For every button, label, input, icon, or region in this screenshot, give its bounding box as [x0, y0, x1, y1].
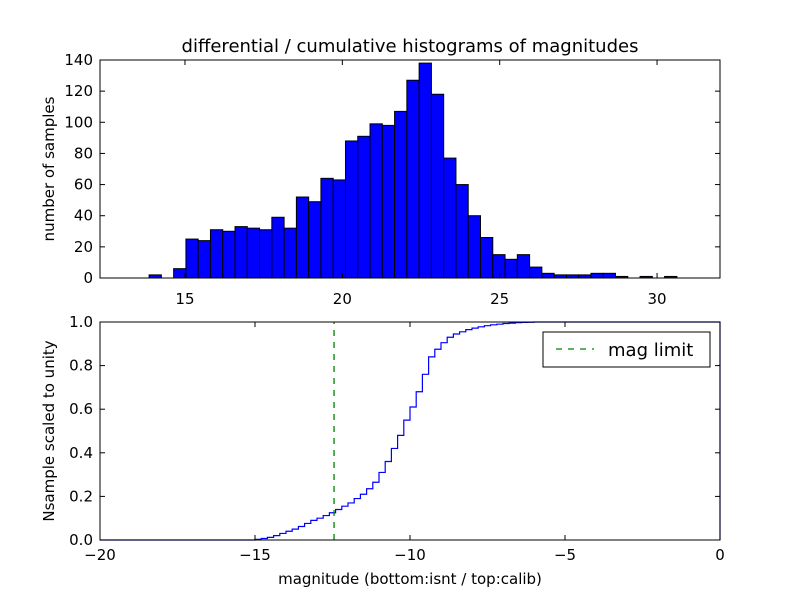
histogram-bar [430, 93, 445, 279]
histogram-x-tick-label: 15 [175, 290, 194, 308]
histogram-bar [259, 229, 273, 279]
histogram-y-tick-label: 0 [83, 269, 93, 287]
histogram-y-tick-label: 120 [64, 82, 93, 100]
histogram-bar [271, 216, 285, 279]
histogram-bar [234, 226, 248, 279]
histogram-bar [406, 79, 420, 279]
cumulative-lines [100, 321, 721, 541]
histogram-bar [173, 268, 187, 279]
histogram-y-tick-label: 60 [74, 176, 93, 194]
histogram-bar [492, 254, 506, 279]
histogram-x-tick-label: 30 [648, 290, 667, 308]
histogram-bar [467, 215, 481, 279]
cumulative-x-tick-label: −15 [239, 546, 271, 564]
cumulative-step-line [100, 321, 721, 541]
histogram-y-tick-label: 100 [64, 113, 93, 131]
histogram-bar [332, 179, 346, 279]
cumulative-x-tick-label: −20 [84, 546, 116, 564]
cumulative-x-tick-label: −10 [394, 546, 426, 564]
histogram-bar [394, 110, 408, 279]
cumulative-x-tick-label: −5 [554, 546, 576, 564]
histogram-ylabel: number of samples [40, 96, 58, 241]
histogram-y-tick-label: 140 [64, 51, 93, 69]
histogram-frame [99, 59, 721, 279]
cumulative-y-tick-label: 0.6 [69, 400, 93, 418]
cumulative-y-tick-label: 0.8 [69, 357, 93, 375]
histogram-y-ticks: 0 20 40 60 80 100 120 140 [64, 51, 720, 287]
cumulative-ylabel: Nsample scaled to unity [40, 340, 58, 521]
histogram-bar [357, 135, 371, 279]
histogram-bars [148, 62, 678, 279]
histogram-bar [418, 62, 432, 279]
cumulative-panel: −20 −15 −10 −5 0 0.0 0.2 0.4 0.6 0.8 1.0 Nsample … [40, 313, 725, 588]
histogram-bar [283, 227, 297, 279]
histogram-y-tick-label: 40 [74, 207, 93, 225]
histogram-bar [590, 272, 604, 279]
histogram-bar [197, 240, 211, 279]
histogram-bar [541, 272, 555, 279]
histogram-bar [344, 140, 359, 279]
histogram-bar [529, 266, 543, 279]
histogram-bar [516, 254, 531, 279]
histogram-bar [295, 196, 310, 279]
histogram-bar [443, 157, 457, 279]
histogram-bar [222, 230, 236, 279]
histogram-bar [185, 238, 199, 279]
histogram-x-ticks: 15 20 25 30 [175, 60, 667, 308]
histogram-bar [320, 177, 334, 279]
cumulative-y-tick-label: 0.4 [69, 444, 93, 462]
histogram-x-tick-label: 20 [333, 290, 352, 308]
figure-title: differential / cumulative histograms of … [182, 36, 639, 57]
cumulative-y-ticks: 0.0 0.2 0.4 0.6 0.8 1.0 [69, 313, 720, 549]
cumulative-x-ticks: −20 −15 −10 −5 0 [84, 322, 725, 564]
histogram-bar [209, 229, 224, 279]
histogram-bar [308, 201, 322, 279]
cumulative-y-tick-label: 0.0 [69, 531, 93, 549]
histogram-bar [381, 124, 396, 279]
cumulative-x-tick-label: 0 [715, 546, 725, 564]
histogram-bar [504, 258, 518, 279]
histogram-panel: 15 20 25 30 0 20 40 60 80 100 120 140 number of sa… [40, 51, 721, 308]
legend-mag-limit-label: mag limit [608, 340, 693, 361]
histogram-bar [246, 227, 261, 279]
cumulative-xlabel: magnitude (bottom:isnt / top:calib) [278, 570, 542, 588]
legend: mag limit [542, 331, 711, 368]
histogram-bar [602, 272, 617, 279]
histogram-bar [479, 237, 494, 279]
histogram-bar [455, 184, 469, 279]
cumulative-y-tick-label: 0.2 [69, 487, 93, 505]
cumulative-y-tick-label: 1.0 [69, 313, 93, 331]
histogram-y-tick-label: 20 [74, 238, 93, 256]
histogram-bar [369, 123, 383, 279]
histogram-y-tick-label: 80 [74, 144, 93, 162]
histogram-x-tick-label: 25 [490, 290, 509, 308]
